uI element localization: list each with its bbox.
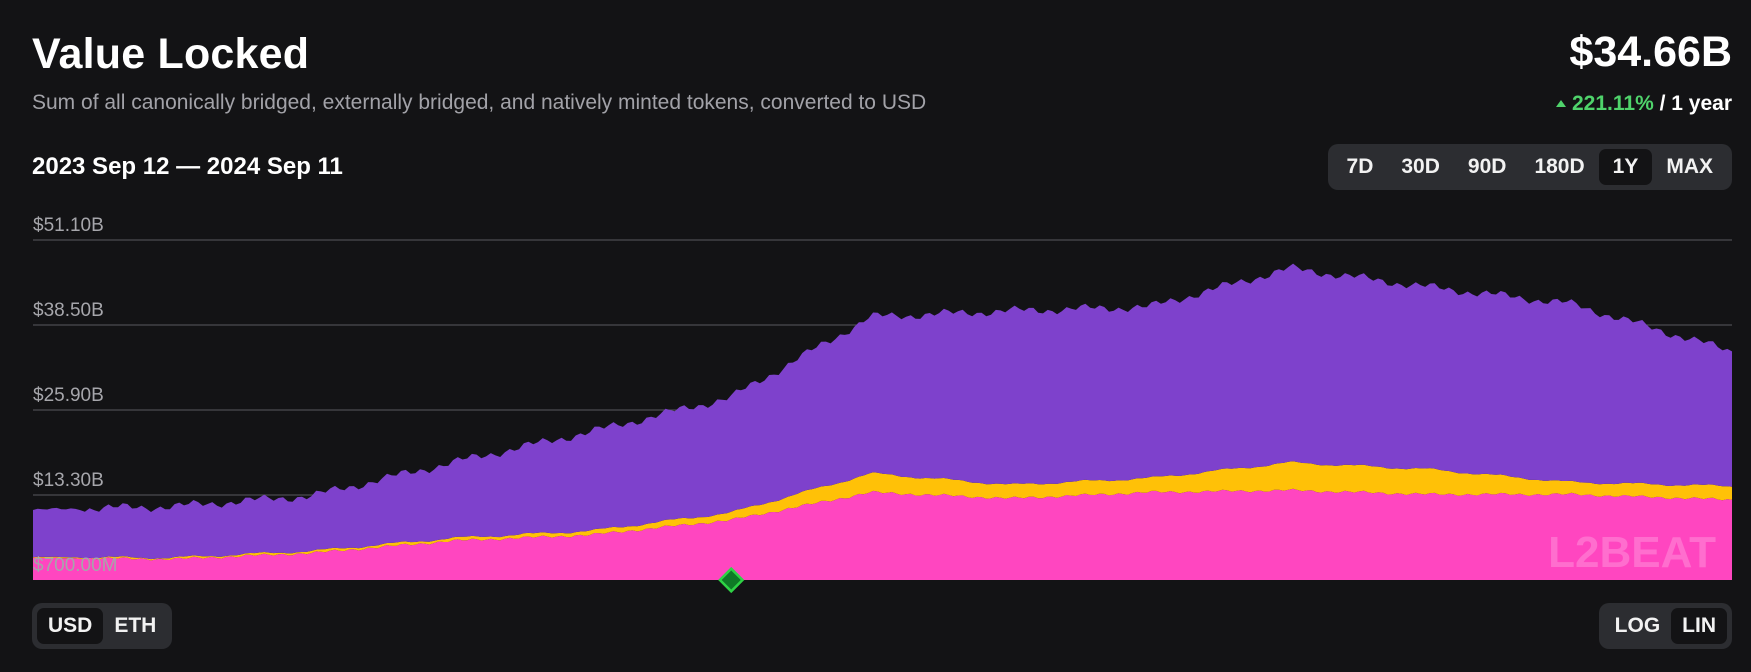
- range-option-1y[interactable]: 1Y: [1598, 149, 1653, 185]
- area-native: [33, 488, 1732, 580]
- unit-option-usd[interactable]: USD: [37, 608, 104, 644]
- y-tick-label: $38.50B: [33, 300, 104, 321]
- chart-y-axis-labels: $700.00M $13.30B $25.90B $38.50B $51.10B: [33, 215, 118, 576]
- total-value: $34.66B: [1569, 28, 1732, 76]
- l2beat-watermark: L2BEAT: [1548, 528, 1716, 577]
- y-tick-label: $51.10B: [33, 215, 104, 236]
- range-option-30d[interactable]: 30D: [1401, 155, 1440, 178]
- unit-option-eth[interactable]: ETH: [114, 614, 157, 637]
- y-tick-label: $700.00M: [33, 555, 118, 576]
- milestone-markers: [718, 566, 745, 594]
- page-subtitle: Sum of all canonically bridged, external…: [32, 91, 927, 114]
- range-option-7d[interactable]: 7D: [1346, 155, 1374, 178]
- page-title: Value Locked: [32, 30, 310, 78]
- range-selector: 7D 30D 90D 180D 1Y MAX: [1327, 144, 1732, 190]
- scale-option-lin[interactable]: LIN: [1671, 608, 1727, 644]
- area-external: [33, 461, 1732, 561]
- range-option-90d[interactable]: 90D: [1467, 155, 1507, 178]
- chart-areas: [33, 263, 1732, 580]
- range-option-max[interactable]: MAX: [1666, 155, 1713, 178]
- scale-selector: LOG LIN: [1598, 603, 1732, 649]
- scale-option-log[interactable]: LOG: [1614, 614, 1661, 637]
- y-tick-label: $25.90B: [33, 385, 104, 406]
- area-canonical: [33, 263, 1732, 560]
- change-period: / 1 year: [1659, 92, 1732, 115]
- change-percent: 221.11%: [1572, 92, 1654, 115]
- milestone-marker[interactable]: [718, 566, 745, 594]
- unit-selector: USD ETH: [32, 603, 173, 649]
- arrow-up-icon: [1556, 100, 1566, 107]
- date-range: 2023 Sep 12 — 2024 Sep 11: [32, 153, 343, 180]
- change-indicator: 221.11% / 1 year: [1556, 92, 1732, 116]
- range-option-180d[interactable]: 180D: [1534, 155, 1585, 178]
- y-tick-label: $13.30B: [33, 470, 104, 491]
